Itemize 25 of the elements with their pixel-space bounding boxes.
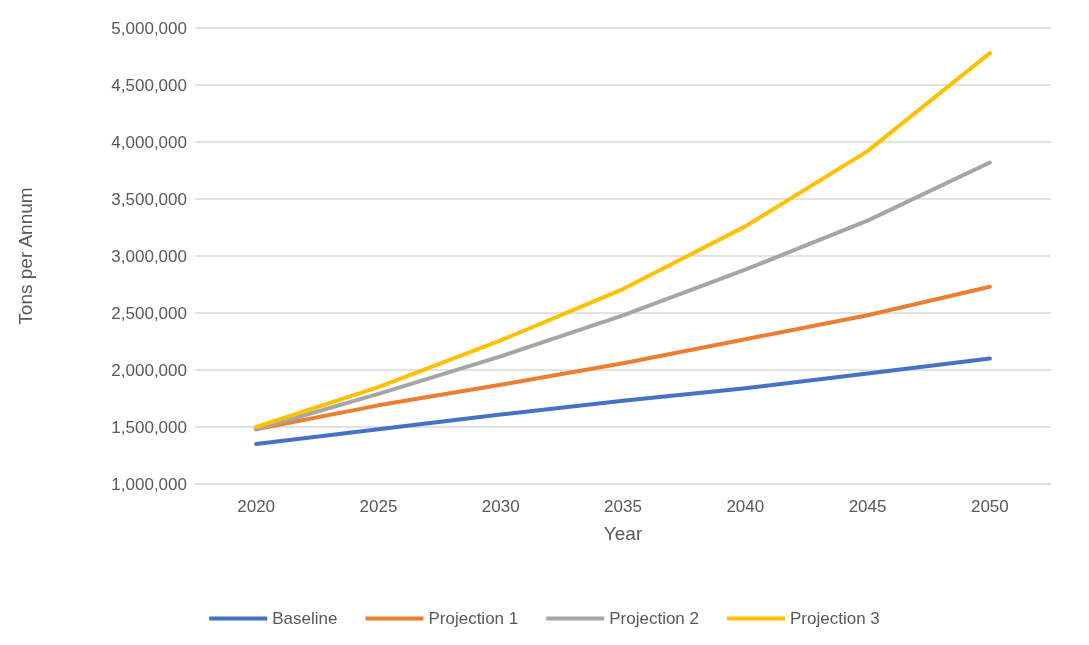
y-tick-label: 5,000,000 [111,18,187,38]
y-tick-label: 1,000,000 [111,474,187,494]
line-series [254,160,992,432]
legend-label: Baseline [272,609,338,628]
y-tick-label: 4,000,000 [111,132,187,152]
x-tick-label: 2035 [604,497,642,516]
y-tick-label: 2,000,000 [111,360,187,380]
legend-label: Projection 3 [789,609,880,628]
x-tick-label: 2050 [970,497,1009,516]
x-tick-label: 2040 [726,497,765,516]
y-tick-label: 2,500,000 [111,303,187,323]
y-tick-label: 3,000,000 [111,246,187,266]
x-tick-label: 2020 [237,497,276,516]
y-axis-title: Tons per Annum [15,187,36,325]
y-tick-label: 3,500,000 [111,189,187,209]
line-series [254,51,992,429]
x-tick-label: 2030 [481,497,520,516]
x-axis-title: Year [603,523,643,544]
line-series [254,356,992,447]
x-tick-label: 2045 [848,497,887,516]
x-tick-label: 2025 [359,497,398,516]
y-tick-label: 4,500,000 [111,75,187,95]
y-tick-label: 1,500,000 [111,417,187,437]
legend-label: Projection 1 [428,609,519,628]
legend-label: Projection 2 [609,609,699,628]
